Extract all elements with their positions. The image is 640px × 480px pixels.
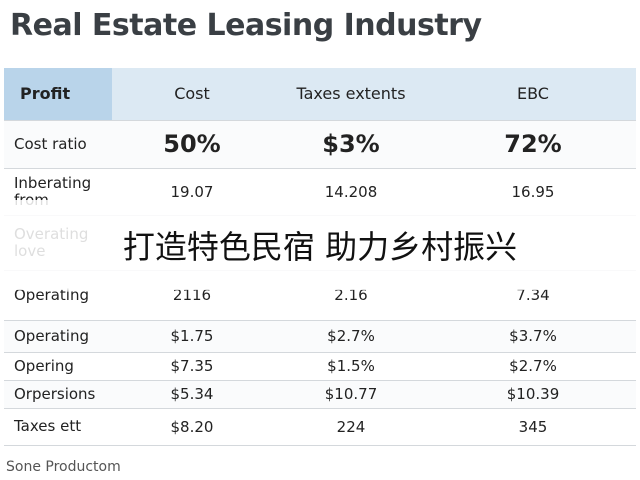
header-cell: EBC	[430, 68, 636, 121]
row-label: Operating	[4, 320, 112, 353]
cell: 72%	[430, 120, 636, 169]
cell: $10.77	[272, 380, 430, 409]
row-label: Opering	[4, 352, 112, 381]
header-cell: Taxes extents	[272, 68, 430, 121]
cell: $1.5%	[272, 352, 430, 381]
cell: $7.35	[112, 352, 272, 381]
table-row: Opering $7.35 $1.5% $2.7%	[4, 352, 636, 381]
cell: 224	[272, 408, 430, 446]
footer: Sone Productom	[6, 459, 121, 475]
cell: $5.34	[112, 380, 272, 409]
cell: $8.20	[112, 408, 272, 446]
header-cell: Cost	[112, 68, 272, 121]
header-row: Profit Cost Taxes extents EBC	[4, 68, 636, 121]
cell: 345	[430, 408, 636, 446]
cell: $10.39	[430, 380, 636, 409]
banner: 打造特色民宿 助力乡村振兴	[0, 200, 640, 290]
table-row: Cost ratio 50% $3% 72%	[4, 120, 636, 169]
cell: $2.7%	[272, 320, 430, 353]
table-row: Orpersions $5.34 $10.77 $10.39	[4, 380, 636, 409]
cell: 50%	[112, 120, 272, 169]
row-label: Cost ratio	[4, 120, 112, 169]
table-row: Taxes ett $8.20 224 345	[4, 408, 636, 446]
cell: $1.75	[112, 320, 272, 353]
title: Real Estate Leasing Industry	[10, 8, 482, 43]
table-row: Operating $1.75 $2.7% $3.7%	[4, 320, 636, 353]
cell: $3.7%	[430, 320, 636, 353]
row-label: Taxes ett	[4, 408, 112, 446]
cell: $2.7%	[430, 352, 636, 381]
row-label: Orpersions	[4, 380, 112, 409]
cell: $3%	[272, 120, 430, 169]
header-cell: Profit	[4, 68, 112, 121]
